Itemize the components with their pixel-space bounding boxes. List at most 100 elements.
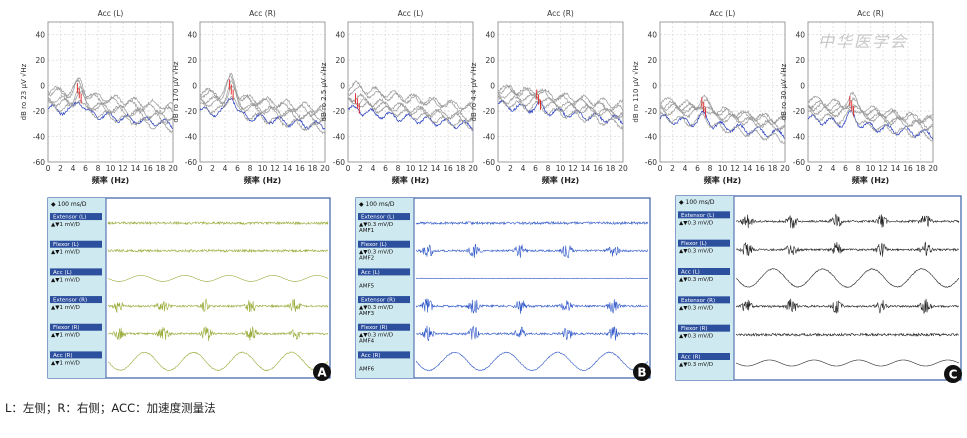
spectrum-curve	[199, 75, 326, 117]
channel-trace	[415, 298, 649, 314]
channel-trace	[107, 220, 329, 226]
y-tick-label: 20	[35, 56, 45, 65]
channel-trace	[415, 220, 649, 226]
channel-scale: ▲▼0.3 mV/D	[679, 362, 713, 368]
y-tick-label: -60	[645, 158, 657, 167]
channel-name: Acc (L)	[361, 270, 380, 276]
y-tick-label: 40	[187, 31, 197, 40]
x-tick-label: 0	[46, 164, 51, 173]
y-axis-label: dB ro 2.5 μV √Hz	[320, 62, 328, 121]
x-tick-label: 2	[210, 164, 215, 173]
timescale-label: ◆ 100 ms/D	[51, 201, 87, 208]
channel-trace	[415, 351, 649, 372]
y-tick-label: -20	[645, 107, 657, 116]
x-axis-label: 频率 (Hz)	[392, 175, 429, 185]
y-tick-label: 20	[795, 56, 805, 65]
channel-name: Flexor (R)	[53, 325, 80, 331]
x-tick-label: 8	[546, 164, 551, 173]
spectrum-curve	[347, 80, 474, 113]
channel-trace	[735, 332, 960, 337]
channel-name: Acc (R)	[681, 355, 701, 361]
channel-trace	[107, 275, 329, 282]
spectrum-curve	[497, 84, 624, 109]
x-tick-label: 18	[768, 164, 778, 173]
x-tick-label: 4	[371, 164, 376, 173]
panel-letter: A	[317, 366, 327, 380]
x-tick-label: 4	[71, 164, 76, 173]
channel-name: Extensor (L)	[53, 215, 86, 221]
spectrum-curve	[497, 89, 624, 120]
x-tick-label: 6	[383, 164, 388, 173]
channel-trace	[735, 268, 960, 288]
x-tick-label: 12	[118, 164, 128, 173]
channel-name: Extensor (R)	[361, 298, 395, 304]
channel-trace	[107, 351, 329, 372]
channel-scale: ▲▼1 mV/D	[51, 250, 80, 256]
x-tick-label: 4	[831, 164, 836, 173]
x-tick-label: 2	[58, 164, 63, 173]
y-tick-label: -40	[483, 133, 495, 142]
spectrum-curve	[659, 109, 785, 139]
y-tick-label: 20	[335, 56, 345, 65]
channel-scale: ▲▼0.3 mV/D	[679, 249, 713, 255]
y-axis-label: dB ro 170 μV √Hz	[172, 61, 180, 122]
x-tick-label: 20	[168, 164, 178, 173]
x-tick-label: 6	[533, 164, 538, 173]
x-tick-label: 12	[878, 164, 888, 173]
x-tick-label: 8	[396, 164, 401, 173]
x-tick-label: 10	[258, 164, 268, 173]
spectrum-curve	[199, 97, 326, 130]
spectrum-curve	[47, 78, 174, 115]
x-tick-label: 2	[670, 164, 675, 173]
spectrum-curve	[807, 109, 934, 140]
channel-scale: ▲▼0.3 mV/D	[359, 333, 393, 339]
x-tick-label: 14	[431, 164, 441, 173]
y-tick-label: -20	[185, 107, 197, 116]
x-tick-label: 10	[406, 164, 416, 173]
channel-trace	[735, 241, 960, 257]
channel-scale: ▲▼0.3 mV/D	[679, 220, 713, 226]
x-axis-label: 频率 (Hz)	[852, 175, 889, 185]
x-tick-label: 6	[695, 164, 700, 173]
channel-name: Acc (R)	[361, 353, 381, 359]
channel-scale: ▲▼0.3 mV/D	[679, 305, 713, 311]
x-tick-label: 6	[235, 164, 240, 173]
y-tick-label: -60	[185, 158, 197, 167]
y-tick-label: -40	[645, 133, 657, 142]
x-tick-label: 8	[96, 164, 101, 173]
channel-trace	[415, 277, 649, 280]
x-tick-label: 14	[891, 164, 901, 173]
figure-caption: L：左侧；R：右侧；ACC：加速度测量法	[5, 401, 216, 415]
channel-trace	[415, 243, 648, 259]
panel-letter: B	[637, 366, 646, 380]
channel-trace	[735, 298, 959, 315]
channel-name: Extensor (L)	[361, 215, 394, 221]
channel-scale: ▲▼1 mV/D	[51, 333, 80, 339]
spectrum-title: Acc (R)	[249, 9, 276, 18]
x-tick-label: 18	[456, 164, 466, 173]
x-axis-label: 频率 (Hz)	[92, 175, 129, 185]
y-tick-label: 0	[490, 82, 495, 91]
x-tick-label: 12	[568, 164, 578, 173]
x-tick-label: 0	[198, 164, 203, 173]
channel-name: Extensor (R)	[681, 298, 715, 304]
x-tick-label: 10	[556, 164, 566, 173]
x-tick-label: 16	[755, 164, 765, 173]
spectrum-title: Acc (L)	[710, 9, 736, 18]
x-tick-label: 20	[928, 164, 938, 173]
channel-name: Acc (R)	[53, 353, 73, 359]
channel-name: Acc (L)	[53, 270, 72, 276]
x-tick-label: 18	[916, 164, 926, 173]
channel-sub: AMF6	[359, 366, 375, 372]
x-tick-label: 18	[156, 164, 166, 173]
y-tick-label: -20	[483, 107, 495, 116]
channel-trace	[107, 298, 329, 314]
channel-sub: AMF1	[359, 228, 374, 234]
x-tick-label: 16	[903, 164, 913, 173]
